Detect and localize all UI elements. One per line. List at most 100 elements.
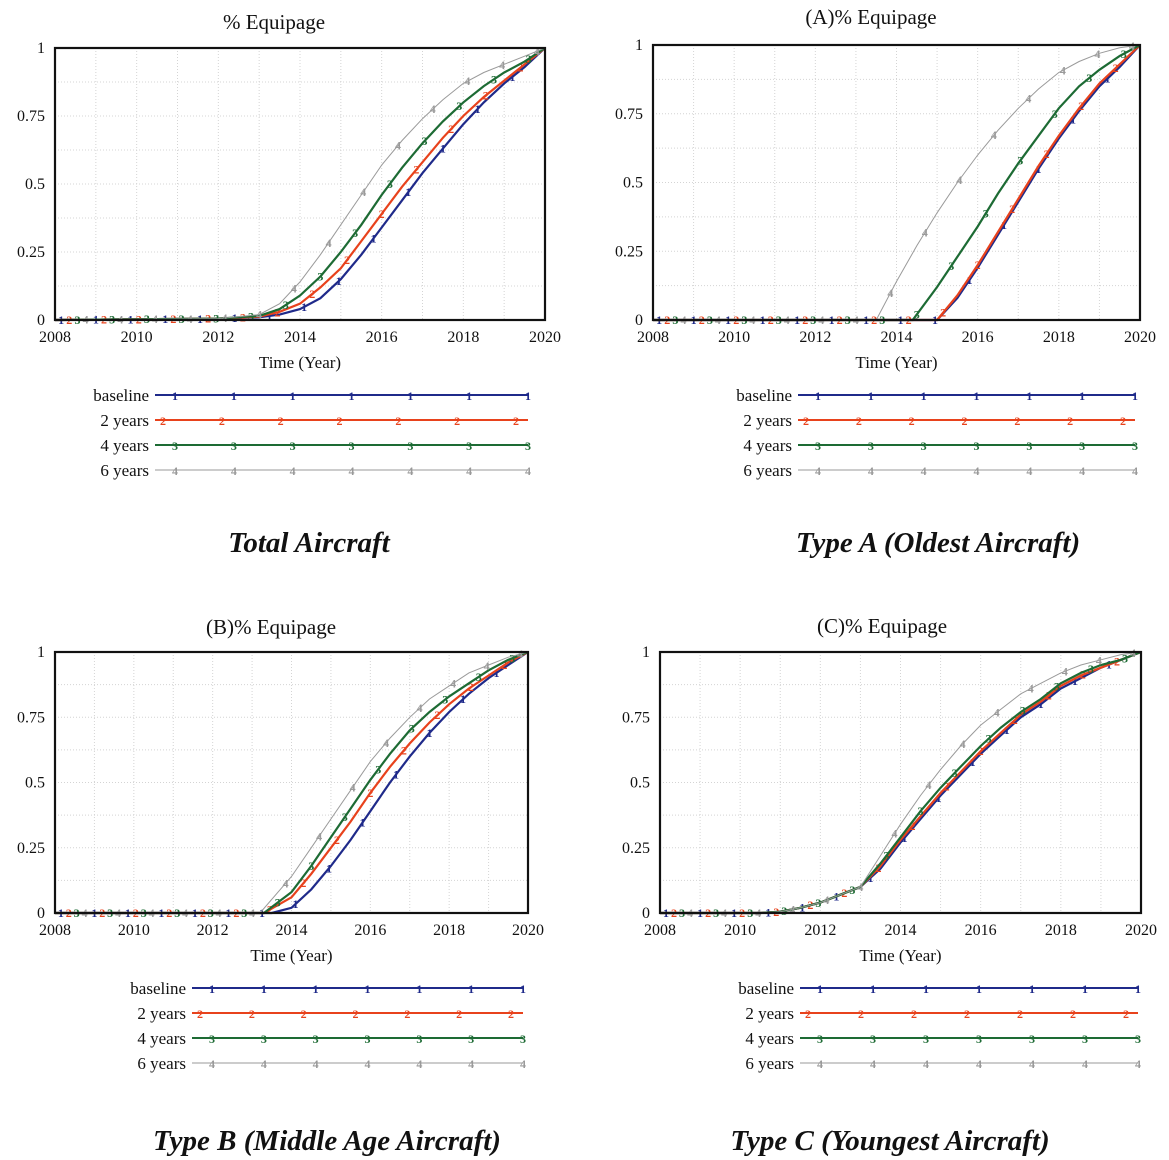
legend-marker: 3	[209, 1032, 215, 1046]
series-marker: 1	[970, 755, 976, 769]
series-line	[54, 47, 546, 322]
x-tick-label: 2010	[724, 922, 756, 939]
series-marker: 1	[475, 102, 481, 116]
legend: baseline 1 1 1 1 1 1 1 2 years 2 2 2 2 2 2 2 4 years 3 3 3 3…	[93, 386, 531, 480]
legend-marker: 3	[466, 439, 472, 453]
legend-marker: 3	[870, 1032, 876, 1046]
series-marker: 3	[883, 849, 889, 863]
series-marker: 4	[1028, 682, 1034, 696]
series-marker: 3	[1020, 704, 1026, 718]
legend-marker: 3	[1026, 439, 1032, 453]
legend-marker: 1	[525, 389, 531, 403]
legend-marker: 2	[805, 1007, 811, 1021]
legend-marker: 4	[1079, 464, 1085, 478]
series-marker: 1	[393, 768, 399, 782]
y-tick-label: 0	[635, 312, 643, 329]
grid	[653, 45, 1140, 320]
x-axis: 2008 2010 2012 2014 2016 2018 2020	[39, 922, 544, 939]
series-line	[653, 44, 1141, 322]
legend-marker: 4	[1082, 1057, 1088, 1071]
series-marker: 4	[499, 58, 505, 72]
series-line	[653, 44, 1141, 322]
legend-marker: 2	[803, 414, 809, 428]
legend-label: 2 years	[137, 1004, 186, 1023]
x-tick-label: 2020	[1124, 329, 1156, 346]
series-line	[660, 651, 1142, 914]
legend-marker: 1	[468, 982, 474, 996]
legend-marker: 1	[209, 982, 215, 996]
x-tick-label: 2008	[39, 922, 71, 939]
legend-marker: 1	[365, 982, 371, 996]
y-tick-label: 1	[635, 37, 643, 54]
x-tick-label: 2018	[433, 922, 465, 939]
legend-marker: 1	[466, 389, 472, 403]
series-marker: 3	[918, 804, 924, 818]
legend-label: 2 years	[745, 1004, 794, 1023]
legend-marker: 3	[976, 1032, 982, 1046]
legend-marker: 4	[416, 1057, 422, 1071]
legend-marker: 3	[1029, 1032, 1035, 1046]
series-marker: 4	[430, 102, 436, 116]
legend-marker: 3	[172, 439, 178, 453]
series-marker: 4	[395, 138, 401, 152]
series-marker: 2	[1012, 713, 1018, 727]
legend-marker: 2	[964, 1007, 970, 1021]
legend-marker: 1	[261, 982, 267, 996]
plot-frame	[658, 650, 1143, 915]
series-marker: 2	[367, 786, 373, 800]
series-marker: 1	[1036, 162, 1042, 176]
series-marker: 3	[1088, 662, 1094, 676]
series-marker: 1	[967, 273, 973, 287]
legend-marker: 4	[921, 464, 927, 478]
series-marker: 4	[857, 880, 863, 894]
y-tick-label: 0.25	[622, 840, 650, 857]
legend-marker: 3	[868, 439, 874, 453]
series-marker: 1	[1004, 723, 1010, 737]
series-marker: 3	[308, 859, 314, 873]
legend-marker: 1	[1132, 389, 1138, 403]
legend-marker: 1	[520, 982, 526, 996]
legend-marker: 1	[231, 389, 237, 403]
series-marker: 4	[991, 128, 997, 142]
legend-marker: 4	[520, 1057, 526, 1071]
chart-title: (B)% Equipage	[206, 615, 336, 639]
series-marker: 2	[483, 88, 489, 102]
series-marker: 1	[301, 300, 307, 314]
x-axis: 2008 2010 2012 2014 2016 2018 2020	[644, 922, 1157, 939]
x-axis: 2008 2010 2012 2014 2016 2018 2020	[39, 329, 561, 346]
legend-marker: 4	[209, 1057, 215, 1071]
legend-label: 6 years	[100, 461, 149, 480]
legend-marker: 1	[1029, 982, 1035, 996]
legend-marker: 4	[466, 464, 472, 478]
legend-marker: 4	[870, 1057, 876, 1071]
series-marker: 4	[464, 74, 470, 88]
legend-marker: 4	[290, 464, 296, 478]
x-tick-label: 2020	[1125, 922, 1157, 939]
x-axis: 2008 2010 2012 2014 2016 2018 2020	[637, 329, 1156, 346]
panel-caption: Type C (Youngest Aircraft)	[730, 1125, 1049, 1157]
legend-label: 4 years	[137, 1029, 186, 1048]
series-marker: 1	[440, 142, 446, 156]
legend-marker: 3	[416, 1032, 422, 1046]
legend-marker: 2	[513, 414, 519, 428]
x-tick-label: 2020	[529, 329, 561, 346]
chart-title: (A)% Equipage	[805, 5, 936, 29]
legend-marker: 1	[172, 389, 178, 403]
series-marker: 2	[275, 305, 281, 319]
legend-marker: 4	[1135, 1057, 1141, 1071]
legend-marker: 1	[349, 389, 355, 403]
series-line	[55, 650, 529, 915]
series-marker: 4	[221, 311, 227, 325]
legend-marker: 1	[313, 982, 319, 996]
series-marker: 3	[248, 309, 254, 323]
legend-marker: 2	[219, 414, 225, 428]
x-tick-label: 2008	[644, 922, 676, 939]
series-marker: 4	[887, 286, 893, 300]
legend-marker: 1	[1082, 982, 1088, 996]
series-line	[55, 651, 529, 915]
series-marker: 4	[383, 736, 389, 750]
legend-label: baseline	[736, 386, 792, 405]
